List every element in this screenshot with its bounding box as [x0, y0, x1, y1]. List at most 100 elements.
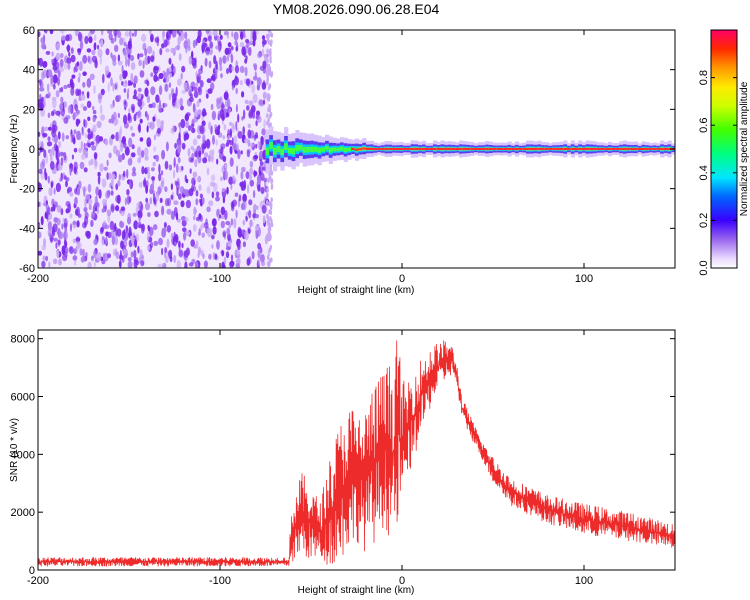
noise-blob: [194, 260, 199, 268]
noise-blob: [78, 31, 82, 42]
noise-blob: [255, 120, 258, 127]
noise-blob: [258, 99, 263, 106]
noise-blob: [42, 255, 46, 261]
signal-core: [593, 147, 598, 151]
noise-blob: [216, 158, 219, 165]
noise-blob: [229, 260, 235, 268]
noise-blob: [38, 131, 41, 137]
signal-core: [455, 147, 460, 151]
noise-blob: [252, 75, 258, 81]
snr-y-tick-label: 6000: [11, 392, 35, 404]
noise-blob: [256, 205, 259, 210]
noise-blob: [177, 193, 182, 200]
noise-blob: [56, 205, 62, 213]
spectrogram-plot-area: [38, 30, 675, 268]
noise-blob: [198, 231, 201, 236]
noise-blob: [164, 160, 169, 170]
noise-blob: [252, 93, 258, 104]
noise-blob: [248, 46, 252, 56]
noise-blob: [48, 232, 52, 238]
noise-blob: [219, 151, 224, 160]
noise-blob: [126, 169, 129, 179]
snr-y-tick-label: 8000: [11, 334, 35, 346]
signal-core: [369, 147, 374, 150]
noise-blob: [180, 118, 186, 129]
noise-blob: [74, 259, 77, 266]
noise-blob: [124, 146, 130, 156]
noise-blob: [131, 132, 136, 137]
noise-blob: [86, 78, 92, 88]
noise-blob: [136, 202, 141, 207]
noise-blob: [244, 99, 249, 104]
noise-blob: [115, 131, 120, 142]
noise-blob: [217, 129, 220, 136]
noise-blob: [231, 124, 235, 133]
noise-blob: [90, 73, 93, 81]
noise-blob: [101, 178, 107, 188]
noise-blob: [87, 261, 92, 268]
noise-blob: [76, 89, 82, 96]
noise-blob: [228, 139, 233, 146]
noise-blob: [239, 41, 245, 48]
noise-blob: [232, 143, 237, 151]
signal-core: [462, 147, 468, 151]
signal-inner: [302, 146, 307, 153]
noise-region: [38, 30, 274, 268]
noise-blob: [214, 124, 218, 130]
noise-blob: [45, 30, 48, 35]
noise-blob: [122, 81, 128, 88]
noise-blob: [210, 103, 214, 111]
signal-core: [366, 147, 371, 151]
noise-blob: [59, 102, 64, 111]
noise-blob: [178, 240, 181, 248]
noise-blob: [110, 190, 114, 196]
signal-core: [574, 147, 579, 151]
noise-blob: [203, 222, 209, 229]
snr-x-axis: -200 -100 0 100: [27, 330, 593, 587]
noise-blob: [164, 75, 170, 83]
noise-blob: [230, 46, 234, 51]
noise-blob: [208, 154, 211, 163]
signal-core: [403, 147, 408, 151]
noise-blob: [267, 227, 271, 233]
signal-core: [630, 147, 635, 151]
noise-blob: [57, 131, 61, 140]
noise-blob: [84, 35, 89, 45]
noise-blob: [188, 55, 193, 65]
noise-blob: [192, 224, 197, 232]
noise-blob: [69, 168, 72, 176]
noise-blob: [99, 163, 104, 172]
noise-blob: [137, 87, 142, 93]
colorbar-label: Normalized spectral amplitude: [739, 81, 750, 216]
noise-blob: [247, 129, 252, 139]
noise-blob: [188, 125, 192, 131]
noise-blob: [254, 225, 260, 231]
noise-blob: [93, 34, 97, 41]
noise-blob: [173, 65, 176, 75]
noise-blob: [244, 58, 248, 64]
noise-blob: [153, 134, 157, 141]
noise-blob: [198, 184, 202, 192]
noise-blob: [160, 170, 164, 176]
noise-blob: [108, 33, 113, 41]
noise-blob: [146, 125, 149, 133]
noise-blob: [148, 30, 152, 35]
noise-blob: [79, 135, 82, 140]
noise-blob: [168, 57, 172, 65]
noise-blob: [266, 113, 269, 119]
noise-blob: [181, 219, 187, 227]
signal-inner: [265, 147, 270, 156]
noise-blob: [218, 56, 223, 67]
noise-blob: [232, 180, 236, 185]
noise-blob: [168, 92, 172, 101]
noise-blob: [220, 206, 226, 216]
noise-blob: [104, 65, 110, 75]
noise-blob: [216, 100, 222, 110]
noise-blob: [73, 66, 76, 73]
noise-blob: [85, 193, 91, 200]
noise-blob: [260, 136, 264, 143]
signal-core: [392, 147, 397, 151]
noise-blob: [206, 78, 212, 84]
noise-blob: [208, 60, 212, 69]
noise-blob: [77, 76, 81, 83]
